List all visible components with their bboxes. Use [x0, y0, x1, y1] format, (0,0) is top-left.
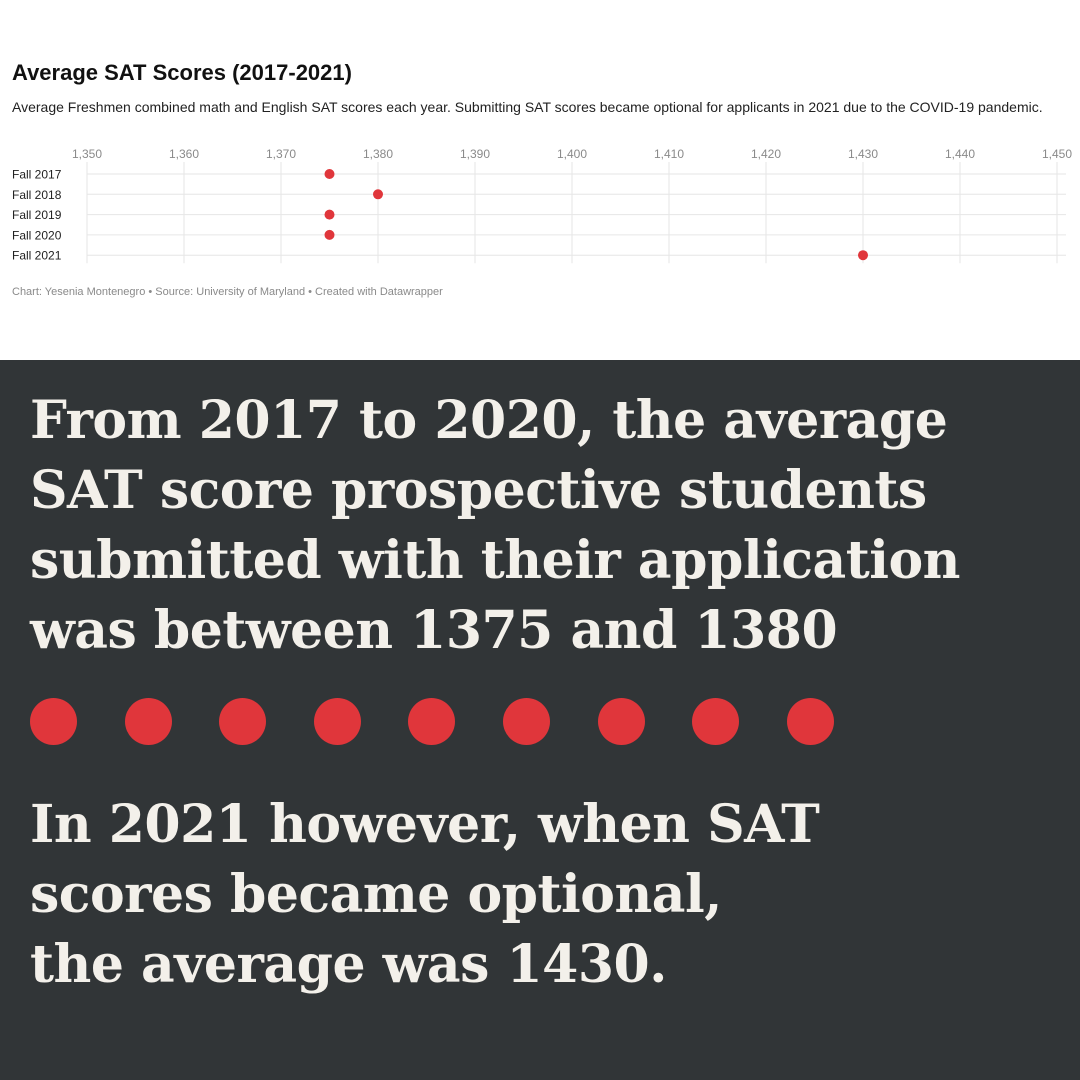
- chart-title: Average SAT Scores (2017-2021): [12, 60, 352, 85]
- paragraph-1-line: was between 1375 and 1380: [30, 600, 838, 661]
- text-panel: From 2017 to 2020, the average SAT score…: [0, 360, 1080, 1080]
- red-dot-icon: [408, 698, 456, 745]
- paragraph-2-line: the average was 1430.: [30, 934, 667, 995]
- red-dot-icon: [313, 698, 361, 745]
- x-tick-label: 1,450: [1042, 147, 1072, 161]
- x-tick-label: 1,370: [266, 147, 296, 161]
- paragraph-2-line: scores became optional,: [30, 864, 722, 925]
- x-tick-label: 1,360: [169, 147, 199, 161]
- red-dot-icon: [30, 698, 77, 745]
- red-dot-icon: [219, 698, 267, 745]
- paragraph-1: From 2017 to 2020, the average SAT score…: [30, 386, 1030, 666]
- paragraph-2-line: In 2021 however, when SAT: [30, 794, 820, 855]
- red-dot-icon: [597, 698, 645, 745]
- paragraph-1-line: SAT score prospective students: [30, 460, 927, 521]
- row-label: Fall 2019: [12, 208, 62, 222]
- paragraph-2: In 2021 however, when SAT scores became …: [30, 790, 1030, 1000]
- chart-panel: Average SAT Scores (2017-2021) Average F…: [0, 0, 1080, 360]
- data-point: [858, 250, 868, 261]
- data-point: [324, 169, 335, 179]
- x-tick-label: 1,440: [945, 147, 975, 161]
- row-label: Fall 2021: [12, 249, 62, 263]
- red-dot-icon: [786, 698, 834, 745]
- dot-plot: 1,350 1,360 1,370 1,380 1,390 1,400 1,410 1,420…: [12, 147, 1072, 264]
- row-label: Fall 2018: [12, 188, 62, 202]
- chart-footer: Chart: Yesenia Montenegro • Source: Univ…: [12, 286, 443, 298]
- x-tick-label: 1,430: [848, 147, 878, 161]
- paragraph-1-line: From 2017 to 2020, the average: [30, 390, 948, 451]
- row-label: Fall 2020: [12, 228, 62, 242]
- red-dot-icon: [692, 698, 740, 745]
- row-label: Fall 2017: [12, 168, 62, 182]
- x-tick-label: 1,400: [557, 147, 587, 161]
- x-tick-label: 1,380: [363, 147, 393, 161]
- x-tick-label: 1,350: [72, 147, 102, 161]
- data-point: [324, 229, 335, 240]
- data-point: [373, 189, 383, 200]
- chart-subtitle: Average Freshmen combined math and Engli…: [12, 99, 1043, 115]
- x-tick-label: 1,420: [751, 147, 781, 161]
- red-dot-icon: [503, 698, 550, 745]
- red-dot-icon: [124, 698, 172, 745]
- x-tick-label: 1,410: [654, 147, 684, 161]
- paragraph-1-line: submitted with their application: [30, 530, 960, 591]
- x-tick-label: 1,390: [460, 147, 490, 161]
- data-point: [324, 209, 335, 220]
